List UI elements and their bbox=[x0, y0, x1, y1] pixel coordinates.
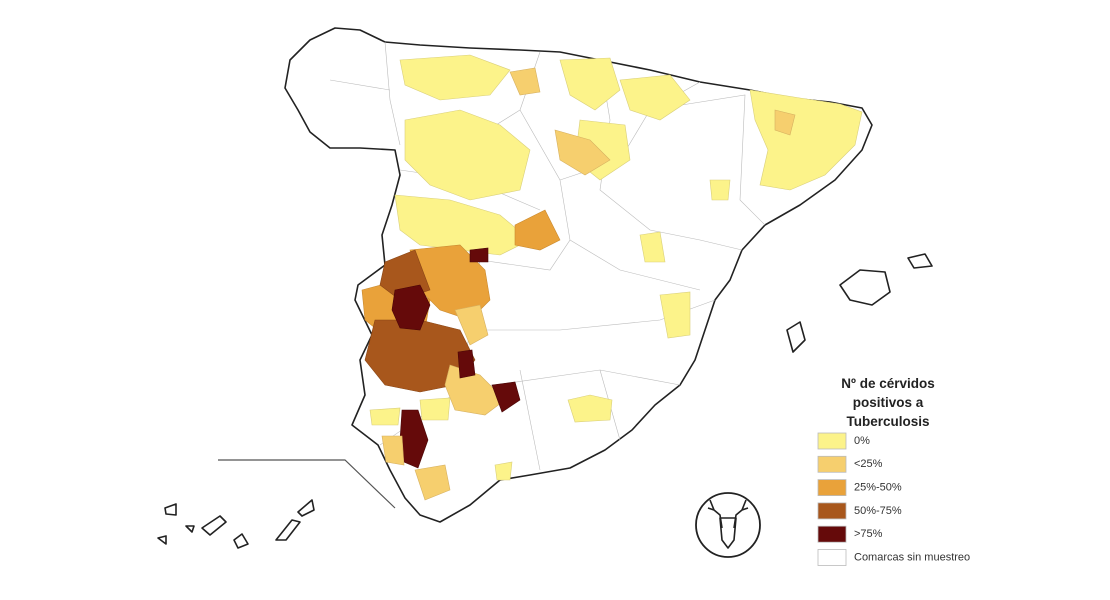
legend-title: Nº de cérvidos bbox=[841, 376, 934, 391]
legend-title: Tuberculosis bbox=[846, 414, 929, 429]
legend-label: 25%-50% bbox=[854, 482, 902, 494]
legend: Nº de cérvidos positivos a Tuberculosis 0% <… bbox=[817, 376, 970, 566]
legend-label: Comarcas sin muestreo bbox=[854, 551, 970, 563]
legend-label: 0% bbox=[854, 435, 870, 447]
legend-title: positivos a bbox=[853, 395, 924, 410]
sampled-regions bbox=[361, 54, 863, 501]
deer-icon bbox=[695, 492, 761, 558]
islands bbox=[157, 253, 933, 549]
legend-swatch bbox=[817, 525, 847, 543]
legend-label: <25% bbox=[854, 458, 883, 470]
legend-swatch bbox=[817, 432, 847, 450]
canary-inset-line bbox=[218, 459, 396, 509]
legend-swatch bbox=[817, 502, 847, 520]
legend-label: >75% bbox=[854, 528, 883, 540]
legend-swatch bbox=[817, 455, 847, 473]
legend-label: 50%-75% bbox=[854, 505, 902, 517]
legend-swatch bbox=[817, 549, 847, 566]
legend-swatch bbox=[817, 479, 847, 497]
